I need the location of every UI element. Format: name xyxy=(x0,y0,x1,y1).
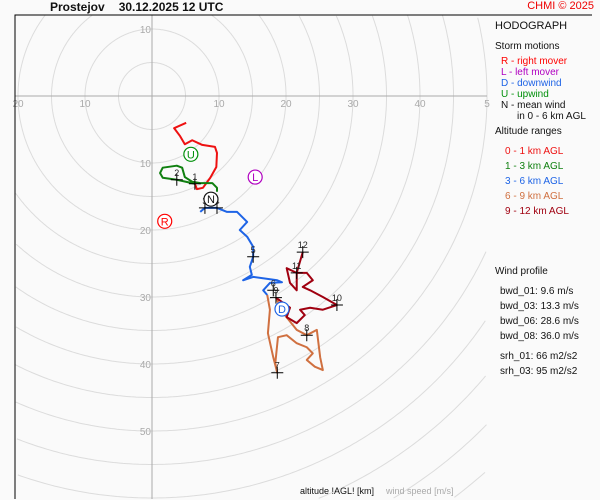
speed-ring xyxy=(17,320,486,499)
height-label: 8 xyxy=(304,323,309,333)
storm-motion-D: D xyxy=(274,301,290,317)
storm-motion-N: N xyxy=(203,191,219,207)
height-marker: 5 xyxy=(247,245,260,263)
datetime: 30.12.2025 12 UTC xyxy=(118,0,224,14)
y-tick-label: 40 xyxy=(140,360,152,371)
y-tick-label: 10 xyxy=(140,25,152,36)
storm-motion-legend-item: U - upwind xyxy=(501,89,549,100)
altitude-ranges-title: Altitude ranges xyxy=(495,126,562,137)
height-marker: 12 xyxy=(296,240,309,259)
plot-area: 2010102030405101020304050123456789101112… xyxy=(12,14,490,499)
altitude-label: altitude !AGL! [km] xyxy=(300,486,375,496)
wind-profile-item: bwd_01: 9.6 m/s xyxy=(500,286,574,297)
height-marker: 11 xyxy=(290,261,303,279)
altitude-range-legend-item: 9 - 12 km AGL xyxy=(505,206,569,217)
altitude-range-legend-item: 6 - 9 km AGL xyxy=(505,191,564,202)
storm-motion-legend-item: D - downwind xyxy=(501,78,562,89)
storm-motion-legend-item: in 0 - 6 km AGL xyxy=(517,111,586,122)
storm-motion-label: L xyxy=(252,172,258,184)
hodograph-segment-9-12km xyxy=(275,251,338,325)
speed-ring xyxy=(454,472,486,498)
storm-motion-label: D xyxy=(278,304,286,316)
plot-frame xyxy=(14,14,592,499)
storm-motions-title: Storm motions xyxy=(495,41,560,52)
x-tick-label: 20 xyxy=(12,99,24,110)
storm-motion-label: N xyxy=(207,194,215,206)
speed-ring xyxy=(393,424,487,499)
height-marker: 2 xyxy=(170,168,183,186)
wind-speed-label: wind speed [m/s] xyxy=(386,486,454,496)
altitude-range-legend-item: 3 - 6 km AGL xyxy=(505,176,564,187)
height-marker: 8 xyxy=(300,323,313,342)
storm-motion-legend-item: N - mean wind xyxy=(501,100,566,111)
height-label: 5 xyxy=(251,245,256,255)
wind-profile-item: bwd_08: 36.0 m/s xyxy=(500,331,579,342)
height-label: 1 xyxy=(192,172,197,182)
storm-motion-R: R xyxy=(157,213,173,229)
speed-ring xyxy=(15,15,387,331)
speed-ring xyxy=(16,251,487,465)
wind-profile-item: srh_01: 66 m2/s2 xyxy=(500,351,578,362)
storm-motion-L: L xyxy=(247,169,263,185)
height-marker: 1 xyxy=(188,172,201,190)
height-marker: 9 xyxy=(269,286,282,304)
storm-motion-label: U xyxy=(187,149,195,161)
speed-ring xyxy=(15,17,488,432)
altitude-range-legend-item: 0 - 1 km AGL xyxy=(505,146,564,157)
chart-title: Prostejov 30.12.2025 12 UTC xyxy=(50,0,237,14)
storm-motion-U: U xyxy=(183,146,199,162)
footer-labels: altitude !AGL! [km] wind speed [m/s] xyxy=(300,486,454,496)
y-tick-label: 10 xyxy=(140,159,152,170)
y-tick-label: 50 xyxy=(140,427,152,438)
altitude-range-legend-item: 1 - 3 km AGL xyxy=(505,161,564,172)
height-label: 11 xyxy=(292,261,301,271)
x-tick-label: 30 xyxy=(347,99,359,110)
wind-profile-item: srh_03: 95 m2/s2 xyxy=(500,366,578,377)
height-marker: 6 xyxy=(267,278,280,297)
speed-ring xyxy=(14,15,454,398)
height-label: 12 xyxy=(298,240,308,250)
hodograph-segment-6-9km xyxy=(266,294,324,374)
height-label: 7 xyxy=(275,361,280,371)
x-tick-label: 10 xyxy=(213,99,225,110)
height-marker: 10 xyxy=(330,293,343,312)
speed-ring xyxy=(15,15,421,365)
y-tick-label: 20 xyxy=(140,226,152,237)
hodograph-segment-0-1km xyxy=(173,121,218,191)
storm-motion-label: R xyxy=(161,216,169,228)
x-tick-label: 40 xyxy=(414,99,426,110)
height-label: 10 xyxy=(332,293,342,303)
speed-ring xyxy=(15,15,320,264)
storm-motion-legend-item: L - left mover xyxy=(501,67,559,78)
speed-ring xyxy=(51,14,253,197)
speed-ring xyxy=(15,15,354,298)
copyright: CHMI © 2025 xyxy=(527,0,594,12)
hodograph-segment-1-3km xyxy=(159,164,218,192)
y-tick-label: 30 xyxy=(140,293,152,304)
height-label: 9 xyxy=(273,286,278,296)
speed-ring xyxy=(318,375,486,499)
height-marker: 7 xyxy=(271,361,284,379)
x-tick-label: 20 xyxy=(280,99,292,110)
height-label: 6 xyxy=(271,278,276,288)
x-tick-label: 5 xyxy=(484,99,490,110)
legend-title: HODOGRAPH xyxy=(495,20,568,32)
hodograph-segment-3-6km xyxy=(199,206,283,296)
height-label: 2 xyxy=(174,168,179,178)
wind-profile-item: bwd_03: 13.3 m/s xyxy=(500,301,579,312)
storm-motion-legend-item: R - right mover xyxy=(501,56,568,67)
x-tick-label: 10 xyxy=(79,99,91,110)
wind-profile-title: Wind profile xyxy=(495,266,548,277)
station-name: Prostejov xyxy=(50,0,105,14)
wind-profile-item: bwd_06: 28.6 m/s xyxy=(500,316,579,327)
